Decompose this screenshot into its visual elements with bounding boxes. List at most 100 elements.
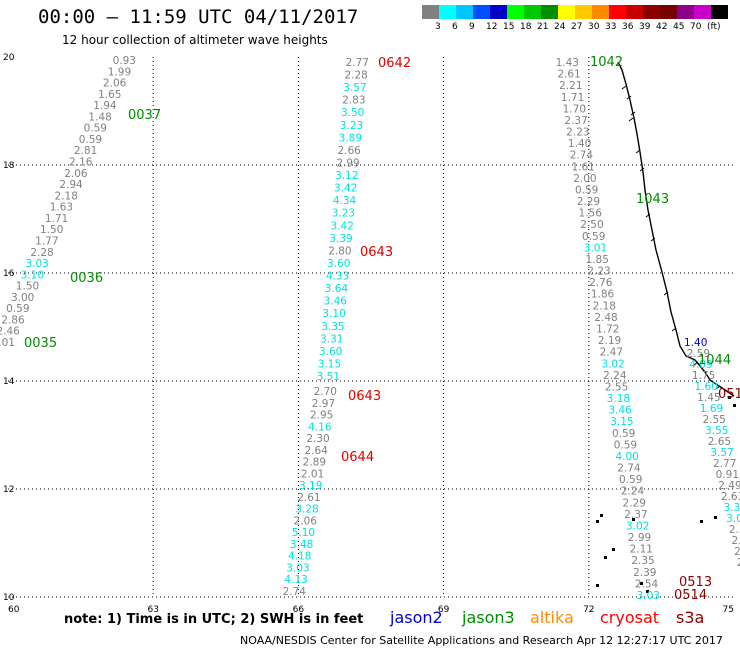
legend-label: (ft): [707, 22, 721, 32]
wave-height-value: 2.66: [337, 145, 361, 157]
legend-swatch: [558, 5, 575, 19]
wave-height-value: 1.94: [93, 100, 117, 112]
wave-height-value: 3.50: [341, 107, 364, 119]
legend-swatch: [541, 5, 558, 19]
island: [646, 590, 649, 593]
wave-height-value: 2.46: [0, 326, 20, 338]
footer-note: note: 1) Time is in UTC; 2) SWH is in fe…: [64, 612, 364, 627]
wave-height-value: 2.48: [594, 312, 617, 324]
island: [596, 584, 599, 587]
island: [733, 404, 736, 407]
wave-height-value: 2.74: [283, 586, 307, 598]
legend-label: 42: [656, 22, 668, 32]
coastline: [617, 61, 735, 397]
pass-time-label: 0643: [348, 389, 381, 404]
lat-tick-label: 12: [3, 485, 14, 495]
wave-height-value: 3.42: [331, 220, 354, 232]
legend-swatch: [711, 5, 728, 19]
wave-height-value: 2.18: [55, 190, 78, 202]
wave-height-value: 1.77: [35, 235, 58, 247]
wave-height-value: 2.64: [304, 445, 328, 457]
wave-height-value: 2.95: [310, 410, 333, 422]
coast-detail: [621, 85, 627, 90]
wave-height-value: 3.00: [11, 292, 34, 304]
coast-detail: [628, 117, 634, 122]
wave-height-value: 2.29: [577, 196, 600, 208]
island: [612, 548, 615, 551]
coast-detail: [663, 291, 669, 296]
wave-height-value: 1.61: [571, 161, 594, 173]
wave-height-value: 4.00: [615, 451, 638, 463]
wave-height-value: 3.60: [319, 346, 342, 358]
wave-height-value: 1.75: [692, 370, 715, 382]
wave-height-value: 2.50: [580, 219, 603, 231]
wave-height-value: 3.03: [637, 590, 660, 602]
wave-height-value: 2.54: [635, 578, 659, 590]
legend-swatch: [609, 5, 626, 19]
pass-time-label: 0513: [679, 575, 712, 590]
island: [714, 516, 717, 519]
wave-height-value: 0.59: [84, 123, 107, 135]
wave-height-value: 4.13: [284, 574, 307, 586]
pass-time-label: 1044: [698, 353, 731, 368]
wave-height-value: 2.55: [605, 381, 628, 393]
wave-height-value: 2.89: [303, 457, 326, 469]
legend-label: 15: [503, 22, 515, 32]
wave-height-value: 1.65: [98, 89, 121, 101]
pass-time-label: 0644: [341, 450, 374, 465]
wave-height-value: 2.94: [59, 179, 83, 191]
wave-height-value: 3.02: [626, 520, 649, 532]
wave-height-value: 3.46: [608, 405, 632, 417]
wave-height-value: 3.60: [327, 258, 350, 270]
wave-height-value: 2.00: [573, 173, 596, 185]
lon-tick-label: 69: [438, 605, 450, 615]
wave-height-value: 1.86: [591, 289, 615, 301]
wave-height-value: 1.63: [50, 202, 73, 214]
island: [596, 520, 599, 523]
legend-swatch: [422, 5, 439, 19]
wave-height-value: 3.57: [343, 82, 366, 94]
wave-height-value: 2.65: [708, 436, 731, 448]
coast-detail: [671, 327, 677, 332]
wave-height-value: 2.76: [589, 277, 613, 289]
wave-height-value: 2.11: [630, 544, 653, 556]
legend-label: 9: [469, 22, 475, 32]
wave-height-value: 1.56: [579, 208, 603, 220]
wave-height-value: 2.99: [336, 157, 359, 169]
wave-height-value: 2.37: [624, 509, 647, 521]
wave-height-value: 0.93: [113, 55, 136, 67]
wave-height-value: 2.63: [721, 491, 740, 503]
wave-height-value: 3.57: [710, 447, 733, 459]
wave-height-value: 3.19: [299, 480, 322, 492]
legend-swatch: [490, 5, 507, 19]
wave-height-value: 2.99: [628, 532, 651, 544]
wave-height-value: 3.42: [334, 183, 357, 195]
wave-height-value: 2.16: [69, 157, 93, 169]
legend-swatch: [524, 5, 541, 19]
lat-tick-label: 20: [3, 53, 15, 63]
wave-height-value: 2.06: [103, 78, 127, 90]
wave-height-value: 2.23: [566, 127, 589, 139]
wave-height-value: 2.06: [294, 515, 318, 527]
wave-height-value: 2.54: [729, 524, 740, 536]
island: [604, 556, 607, 559]
wave-height-value: 1.40: [684, 337, 707, 349]
wave-height-value: 2.61: [557, 69, 580, 81]
wave-height-value: 3.15: [610, 416, 633, 428]
wave-height-value: 2.81: [74, 145, 97, 157]
pass-time-label: 1043: [636, 192, 669, 207]
wave-height-value: 1.50: [16, 281, 39, 293]
wave-height-value: 2.24: [603, 370, 627, 382]
wave-height-value: 2.23: [587, 266, 610, 278]
legend-label: 45: [673, 22, 685, 32]
wave-height-value: 3.31: [320, 333, 343, 345]
lat-tick-label: 18: [3, 161, 15, 171]
pass-time-label: 0514: [674, 588, 707, 603]
wave-height-value: 2.86: [1, 314, 25, 326]
wave-height-value: 2.39: [633, 567, 656, 579]
coast-detail: [635, 149, 641, 154]
wave-height-value: 0.59: [612, 428, 635, 440]
wave-height-value: 2.59: [687, 348, 710, 360]
satellite-s3a: s3a: [676, 608, 705, 627]
